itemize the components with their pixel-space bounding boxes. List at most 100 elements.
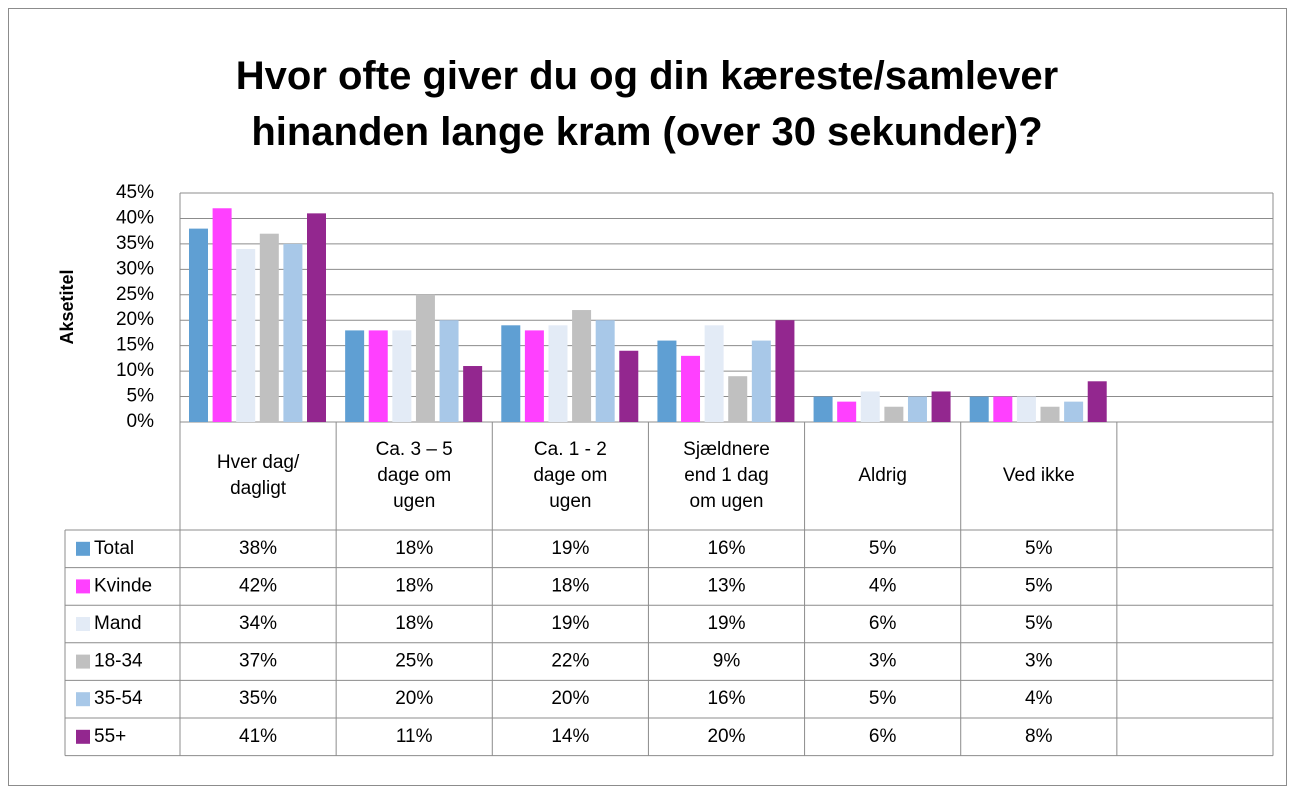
table-value: 8%	[1025, 726, 1053, 747]
bar	[860, 391, 880, 422]
bar	[969, 396, 989, 422]
table-value: 22%	[551, 651, 589, 672]
chart-title: Hvor ofte giver du og din kæreste/samlev…	[235, 54, 1059, 154]
legend-key	[76, 541, 90, 556]
table-value: 41%	[239, 726, 277, 747]
table-value: 4%	[1025, 688, 1053, 709]
y-axis-title: Aksetitel	[57, 269, 77, 344]
bar	[813, 396, 833, 422]
table-value: 19%	[551, 538, 589, 559]
bar	[1040, 406, 1060, 422]
table-value: 20%	[707, 726, 745, 747]
x-tick-label: Hver dag/ dagligt	[180, 422, 336, 530]
bar	[345, 330, 365, 422]
table-value: 20%	[395, 688, 433, 709]
table-value: 38%	[239, 538, 277, 559]
x-tick-text: Ved ikke	[1002, 465, 1075, 486]
frame	[8, 8, 1287, 786]
table-value: 16%	[707, 688, 745, 709]
y-tick-label: 30%	[116, 258, 154, 279]
table-value: 18%	[395, 613, 433, 634]
table-value: 5%	[869, 538, 897, 559]
bar	[1016, 396, 1036, 422]
table-value: 18%	[395, 538, 433, 559]
x-tick-text: Ca. 3 – 5 dage om ugen	[375, 439, 453, 512]
bar	[728, 376, 748, 422]
bar	[751, 340, 771, 422]
y-tick-label: 0%	[127, 411, 155, 432]
table-value: 16%	[707, 538, 745, 559]
x-tick-label: Ca. 1 - 2 dage om ugen	[492, 422, 648, 530]
table-value: 37%	[239, 651, 277, 672]
table-value: 5%	[1025, 613, 1053, 634]
table-value: 18%	[395, 575, 433, 596]
x-tick-text: Ca. 1 - 2 dage om ugen	[533, 439, 608, 512]
table-value: 20%	[551, 688, 589, 709]
legend-label: 55+	[94, 726, 126, 747]
x-tick-label: Aldrig	[805, 422, 961, 530]
y-tick-label: 45%	[116, 182, 154, 203]
bar	[657, 340, 677, 422]
table-value: 3%	[1025, 651, 1053, 672]
table-value: 13%	[707, 575, 745, 596]
bar	[368, 330, 388, 422]
table-value: 19%	[551, 613, 589, 634]
bar	[501, 325, 521, 422]
legend-key	[76, 617, 90, 631]
y-tick-label: 25%	[116, 284, 154, 305]
legend-label: Total	[94, 538, 134, 559]
bar	[236, 248, 256, 422]
table-value: 11%	[396, 726, 433, 747]
bar	[212, 208, 232, 422]
bar	[572, 310, 592, 422]
bar	[681, 355, 701, 422]
bar	[993, 396, 1013, 422]
bar	[619, 350, 639, 422]
table-value: 19%	[707, 613, 745, 634]
bar	[775, 320, 795, 422]
table-value: 5%	[1025, 538, 1053, 559]
bar	[439, 320, 459, 422]
table-value: 5%	[1025, 575, 1053, 596]
legend-label: Mand	[94, 613, 142, 634]
bar	[884, 406, 904, 422]
bar	[307, 213, 326, 422]
bar	[392, 330, 412, 422]
bar	[189, 228, 208, 422]
table-value: 9%	[713, 651, 741, 672]
y-tick-label: 10%	[116, 360, 154, 381]
table-value: 4%	[869, 575, 897, 596]
bar	[415, 294, 435, 422]
legend-key	[76, 579, 90, 594]
bar	[524, 330, 544, 422]
table-value: 14%	[551, 726, 589, 747]
x-tick-text: Sjældnere end 1 dag om ugen	[683, 439, 770, 512]
x-tick-label: Ca. 3 – 5 dage om ugen	[336, 422, 492, 530]
legend-label: Kvinde	[94, 575, 152, 596]
table-value: 35%	[239, 688, 277, 709]
bar	[1087, 381, 1107, 422]
bar	[931, 391, 951, 422]
table-value: 6%	[869, 613, 897, 634]
bar	[595, 320, 615, 422]
bar	[837, 401, 857, 422]
table-value: 3%	[869, 651, 897, 672]
bar	[704, 325, 724, 422]
bar	[1064, 401, 1084, 422]
table-value: 6%	[869, 726, 897, 747]
y-tick-label: 5%	[127, 386, 155, 407]
bar	[283, 243, 303, 422]
table-value: 34%	[239, 613, 277, 634]
bar	[259, 233, 279, 422]
bar	[548, 325, 568, 422]
x-tick-text: Hver dag/ dagligt	[216, 452, 300, 499]
x-tick-text: Aldrig	[858, 465, 907, 486]
legend-key	[76, 729, 90, 744]
legend-label: 35-54	[94, 688, 143, 709]
x-tick-label: Sjældnere end 1 dag om ugen	[648, 422, 804, 530]
bar	[907, 396, 927, 422]
x-tick-label: Ved ikke	[961, 422, 1117, 530]
table-value: 25%	[395, 651, 433, 672]
